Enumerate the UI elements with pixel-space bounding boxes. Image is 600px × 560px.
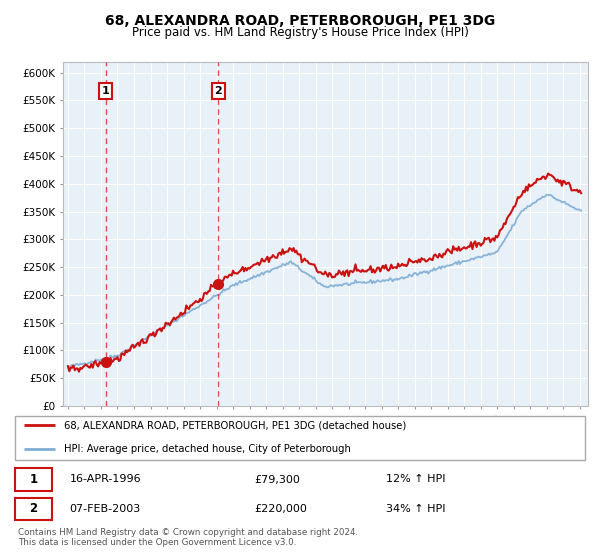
Text: HPI: Average price, detached house, City of Peterborough: HPI: Average price, detached house, City… — [64, 444, 351, 454]
Text: £220,000: £220,000 — [254, 504, 307, 514]
Text: £79,300: £79,300 — [254, 474, 300, 484]
Text: Price paid vs. HM Land Registry's House Price Index (HPI): Price paid vs. HM Land Registry's House … — [131, 26, 469, 39]
Text: 12% ↑ HPI: 12% ↑ HPI — [386, 474, 446, 484]
Text: 68, ALEXANDRA ROAD, PETERBOROUGH, PE1 3DG (detached house): 68, ALEXANDRA ROAD, PETERBOROUGH, PE1 3D… — [64, 421, 406, 430]
Text: 07-FEB-2003: 07-FEB-2003 — [70, 504, 141, 514]
Text: 1: 1 — [102, 86, 110, 96]
Text: 68, ALEXANDRA ROAD, PETERBOROUGH, PE1 3DG: 68, ALEXANDRA ROAD, PETERBOROUGH, PE1 3D… — [105, 14, 495, 28]
Text: 34% ↑ HPI: 34% ↑ HPI — [386, 504, 446, 514]
Text: 1: 1 — [29, 473, 37, 486]
FancyBboxPatch shape — [15, 468, 52, 491]
Text: Contains HM Land Registry data © Crown copyright and database right 2024.
This d: Contains HM Land Registry data © Crown c… — [18, 528, 358, 547]
Text: 2: 2 — [214, 86, 222, 96]
Text: 2: 2 — [29, 502, 37, 515]
FancyBboxPatch shape — [15, 416, 585, 460]
FancyBboxPatch shape — [15, 498, 52, 520]
Text: 16-APR-1996: 16-APR-1996 — [70, 474, 141, 484]
